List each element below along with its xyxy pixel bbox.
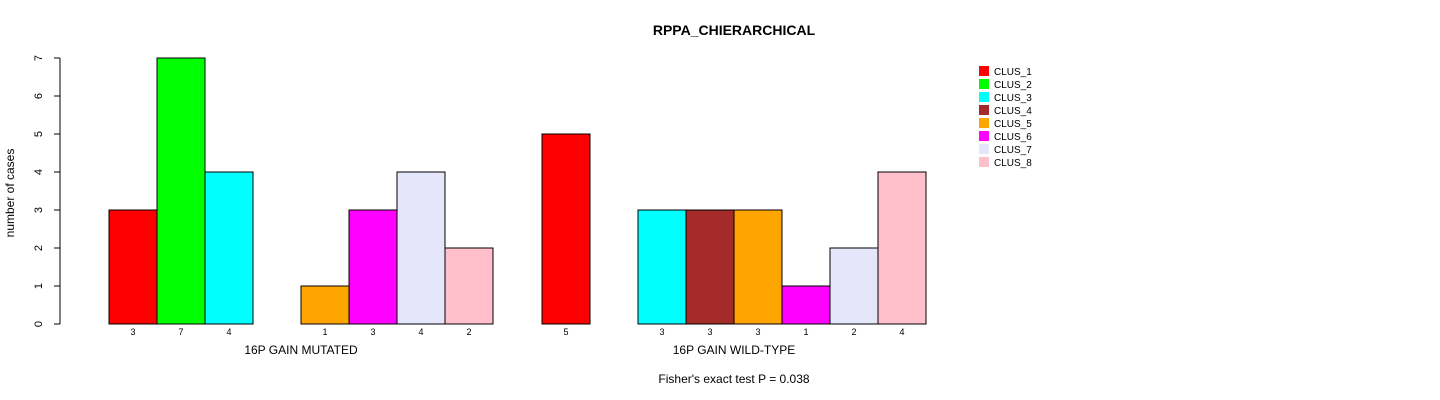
bar-clus-1-group-2: [541, 133, 591, 325]
bar-clus-8-group-2: [877, 171, 927, 325]
group-labels: 16P GAIN MUTATED 16P GAIN WILD-TYPE: [244, 343, 795, 357]
bar-clus-2-group-1: [156, 57, 206, 325]
y-tick-label: 7: [33, 55, 45, 61]
y-axis-label: number of cases: [3, 149, 17, 238]
y-axis: 0 1 2 3 4 5 6 7: [33, 55, 61, 327]
legend-swatch-1: [979, 66, 989, 76]
count-label: 1: [322, 327, 327, 337]
count-label: 3: [659, 327, 664, 337]
bar-clus-5-group-2: [733, 209, 783, 325]
bar-clus-7-group-1: [396, 171, 446, 325]
fisher-test-footnote: Fisher's exact test P = 0.038: [658, 372, 809, 386]
legend-label-6: CLUS_6: [994, 132, 1032, 143]
legend-label-3: CLUS_3: [994, 93, 1032, 104]
legend-swatch-8: [979, 157, 989, 167]
legend-label-4: CLUS_4: [994, 106, 1032, 117]
count-label: 4: [226, 327, 231, 337]
count-label: 4: [418, 327, 423, 337]
count-label: 3: [130, 327, 135, 337]
legend-label-1: CLUS_1: [994, 67, 1032, 78]
legend-swatch-4: [979, 105, 989, 115]
y-tick-label: 4: [33, 169, 45, 175]
y-tick-label: 6: [33, 93, 45, 99]
count-label: 2: [851, 327, 856, 337]
legend: CLUS_1 CLUS_2 CLUS_3 CLUS_4 CLUS_5 CLUS_6 CLUS…: [979, 66, 1032, 169]
chart-title: RPPA_CHIERARCHICAL: [653, 22, 816, 38]
y-tick-label: 1: [33, 283, 45, 289]
legend-label-5: CLUS_5: [994, 119, 1032, 130]
group-label-1: 16P GAIN MUTATED: [244, 343, 358, 357]
count-labels: 3 7 4 1 3 4 2 5 3 3 3 1 2 4: [130, 327, 904, 337]
legend-swatch-7: [979, 144, 989, 154]
y-tick-label: 0: [33, 321, 45, 327]
bar-clus-1-group-1: [108, 209, 158, 325]
legend-swatch-6: [979, 131, 989, 141]
bar-clus-3-group-1: [204, 171, 254, 325]
legend-swatch-3: [979, 92, 989, 102]
count-label: 7: [178, 327, 183, 337]
count-label: 3: [707, 327, 712, 337]
count-label: 3: [755, 327, 760, 337]
legend-label-7: CLUS_7: [994, 145, 1032, 156]
bar-clus-7-group-2: [829, 247, 879, 325]
bar-clus-5-group-1: [300, 285, 350, 325]
y-tick-label: 5: [33, 131, 45, 137]
y-tick-label: 2: [33, 245, 45, 251]
bar-clus-6-group-2: [781, 285, 831, 325]
count-label: 4: [899, 327, 904, 337]
legend-swatch-5: [979, 118, 989, 128]
legend-label-8: CLUS_8: [994, 158, 1032, 169]
bar-clus-4-group-2: [685, 209, 735, 325]
group-label-2: 16P GAIN WILD-TYPE: [673, 343, 795, 357]
bar-clus-8-group-1: [444, 247, 494, 325]
legend-swatch-2: [979, 79, 989, 89]
y-tick-label: 3: [33, 207, 45, 213]
legend-label-2: CLUS_2: [994, 80, 1032, 91]
bar-clus-3-group-2: [637, 209, 687, 325]
count-label: 5: [563, 327, 568, 337]
bars: [108, 57, 927, 325]
bar-clus-6-group-1: [348, 209, 398, 325]
count-label: 2: [466, 327, 471, 337]
count-label: 1: [803, 327, 808, 337]
count-label: 3: [370, 327, 375, 337]
